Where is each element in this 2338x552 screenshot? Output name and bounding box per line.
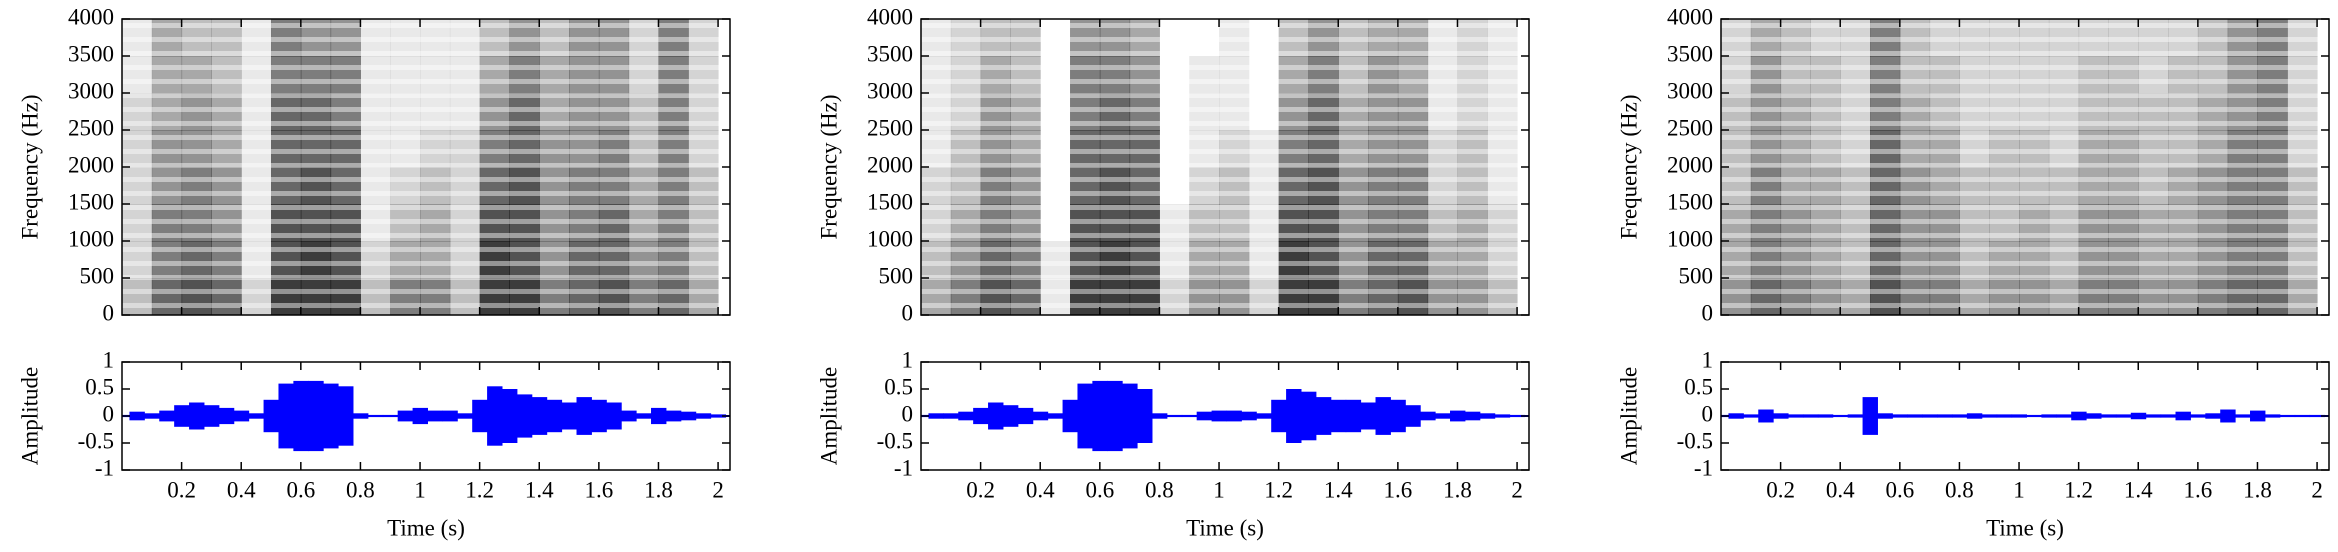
- y-tick-label: 0: [902, 401, 914, 426]
- y-tick-label: 3500: [1667, 41, 1713, 66]
- y-tick-label: 1000: [1667, 226, 1713, 251]
- x-axis-label: Time (s): [1986, 515, 2064, 540]
- y-tick-label: 2000: [867, 152, 913, 177]
- x-tick-label: 0.4: [1026, 477, 1055, 502]
- y-tick-label: 2000: [68, 152, 114, 177]
- x-tick-label: 1.2: [2064, 477, 2093, 502]
- x-tick-label: 0.4: [227, 477, 256, 502]
- x-tick-label: 2: [2311, 477, 2323, 502]
- y-tick-label: 1: [103, 347, 115, 372]
- y-axis-label: Frequency (Hz): [17, 95, 42, 240]
- y-axis-label: Amplitude: [816, 367, 841, 465]
- x-tick-label: 1: [414, 477, 426, 502]
- y-tick-label: 4000: [68, 4, 114, 29]
- x-tick-label: 0.8: [1945, 477, 1974, 502]
- y-tick-label: 2500: [68, 115, 114, 140]
- y-tick-label: 2500: [1667, 115, 1713, 140]
- y-tick-label: 3000: [867, 78, 913, 103]
- y-tick-label: 3500: [867, 41, 913, 66]
- y-tick-label: 0: [902, 300, 914, 325]
- y-tick-label: 500: [879, 263, 914, 288]
- x-tick-label: 1.4: [2124, 477, 2153, 502]
- x-tick-label: 1: [1213, 477, 1225, 502]
- x-tick-label: 0.8: [346, 477, 375, 502]
- y-tick-label: -1: [894, 455, 913, 480]
- x-axis-label: Time (s): [1186, 515, 1264, 540]
- y-tick-label: -0.5: [877, 428, 913, 453]
- y-tick-label: 2000: [1667, 152, 1713, 177]
- y-tick-label: 4000: [1667, 4, 1713, 29]
- harmonic-texture: [1721, 19, 2329, 315]
- y-axis-label: Amplitude: [1616, 367, 1641, 465]
- y-tick-label: 1500: [1667, 189, 1713, 214]
- y-tick-label: 1000: [68, 226, 114, 251]
- x-tick-label: 1.8: [1443, 477, 1472, 502]
- y-tick-label: 3500: [68, 41, 114, 66]
- x-tick-label: 1.6: [584, 477, 613, 502]
- y-tick-label: 3000: [68, 78, 114, 103]
- y-tick-label: 0: [103, 300, 115, 325]
- y-tick-label: 1: [902, 347, 914, 372]
- x-tick-label: 1.6: [2183, 477, 2212, 502]
- y-tick-label: 500: [80, 263, 115, 288]
- y-tick-label: 0.5: [1684, 374, 1713, 399]
- y-tick-label: 1500: [867, 189, 913, 214]
- x-tick-label: 0.6: [1885, 477, 1914, 502]
- y-axis-label: Frequency (Hz): [1616, 95, 1641, 240]
- y-tick-label: 1: [1702, 347, 1714, 372]
- x-tick-label: 0.2: [966, 477, 995, 502]
- y-tick-label: -1: [1694, 455, 1713, 480]
- x-tick-label: 1.4: [525, 477, 554, 502]
- y-tick-label: 500: [1679, 263, 1714, 288]
- y-tick-label: 1500: [68, 189, 114, 214]
- x-tick-label: 1.2: [1264, 477, 1293, 502]
- harmonic-texture: [122, 19, 730, 315]
- y-tick-label: 0.5: [884, 374, 913, 399]
- x-tick-label: 1: [2013, 477, 2025, 502]
- x-tick-label: 0.2: [1766, 477, 1795, 502]
- x-tick-label: 0.8: [1145, 477, 1174, 502]
- y-tick-label: 4000: [867, 4, 913, 29]
- x-tick-label: 2: [1511, 477, 1523, 502]
- y-tick-label: -1: [95, 455, 114, 480]
- y-tick-label: 3000: [1667, 78, 1713, 103]
- x-tick-label: 1.2: [465, 477, 494, 502]
- y-axis-label: Amplitude: [17, 367, 42, 465]
- harmonic-texture: [921, 19, 1529, 315]
- y-tick-label: 1000: [867, 226, 913, 251]
- x-tick-label: 0.6: [286, 477, 315, 502]
- y-tick-label: -0.5: [1677, 428, 1713, 453]
- y-tick-label: 0: [103, 401, 115, 426]
- x-tick-label: 1.4: [1324, 477, 1353, 502]
- x-tick-label: 0.6: [1085, 477, 1114, 502]
- x-tick-label: 2: [712, 477, 724, 502]
- x-tick-label: 1.8: [644, 477, 673, 502]
- x-axis-label: Time (s): [387, 515, 465, 540]
- y-tick-label: -0.5: [78, 428, 114, 453]
- y-tick-label: 0.5: [85, 374, 114, 399]
- x-tick-label: 1.6: [1383, 477, 1412, 502]
- y-tick-label: 2500: [867, 115, 913, 140]
- x-tick-label: 0.4: [1826, 477, 1855, 502]
- x-tick-label: 1.8: [2243, 477, 2272, 502]
- y-axis-label: Frequency (Hz): [816, 95, 841, 240]
- y-tick-label: 0: [1702, 401, 1714, 426]
- y-tick-label: 0: [1702, 300, 1714, 325]
- x-tick-label: 0.2: [167, 477, 196, 502]
